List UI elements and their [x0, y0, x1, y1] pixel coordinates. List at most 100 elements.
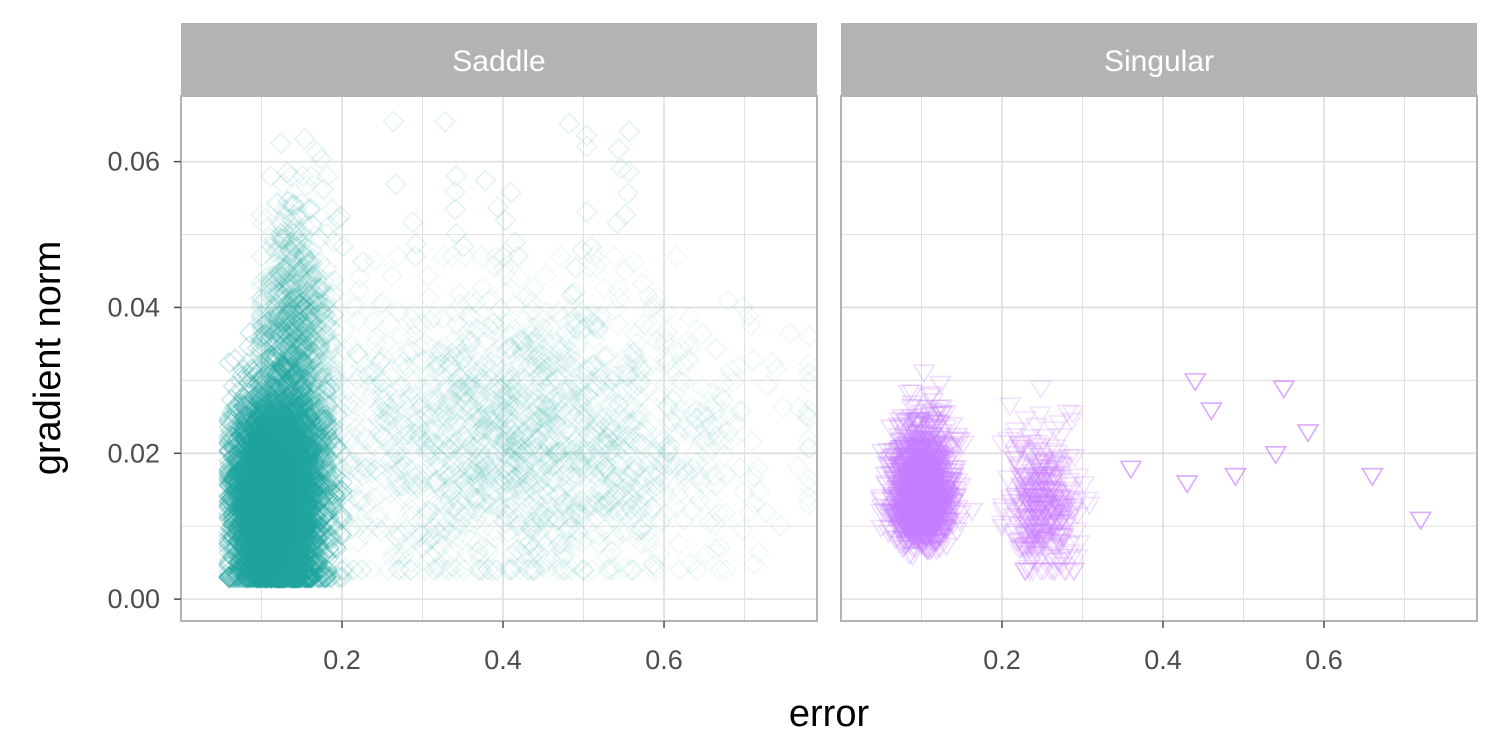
data-point [386, 461, 409, 484]
data-point [648, 428, 672, 452]
data-point [331, 441, 354, 464]
data-point [525, 326, 548, 349]
data-point [427, 556, 450, 580]
data-point [509, 402, 532, 425]
data-point [394, 446, 417, 469]
data-point [536, 483, 559, 506]
data-point [351, 455, 374, 478]
data-point [367, 507, 390, 531]
data-point [588, 532, 611, 555]
data-point [658, 399, 682, 422]
data-point [484, 417, 507, 440]
data-point [472, 457, 495, 480]
data-point [472, 415, 495, 438]
data-point [593, 452, 616, 475]
data-point [497, 361, 520, 384]
data-point [571, 439, 594, 462]
data-point [569, 301, 592, 324]
data-point [718, 404, 741, 427]
data-point [570, 402, 593, 426]
data-point [458, 373, 482, 396]
data-point [511, 327, 534, 351]
data-point [457, 368, 480, 392]
data-point [314, 410, 338, 433]
data-point [314, 496, 338, 520]
data-point [521, 434, 544, 458]
data-point [508, 327, 531, 351]
data-point [430, 535, 454, 559]
data-point [564, 310, 587, 333]
data-point [538, 482, 561, 505]
data-point [679, 395, 702, 419]
data-point [520, 416, 543, 439]
data-point [621, 487, 644, 511]
data-point [542, 353, 565, 376]
data-point [532, 462, 555, 486]
data-point [451, 452, 475, 475]
data-point [653, 480, 676, 504]
data-point [386, 245, 409, 268]
data-point [477, 404, 500, 427]
data-point [495, 471, 519, 494]
data-point [564, 442, 587, 466]
data-point [648, 386, 671, 409]
data-point [628, 402, 651, 425]
data-point [566, 426, 589, 449]
data-point [390, 446, 413, 469]
data-point [314, 469, 338, 492]
data-point [545, 413, 568, 436]
data-point [497, 390, 520, 413]
data-point [532, 478, 555, 501]
data-point [497, 337, 520, 361]
data-point [339, 517, 363, 541]
data-point [495, 431, 518, 454]
data-point [621, 413, 644, 437]
data-point [488, 497, 511, 521]
data-point [492, 245, 516, 268]
data-point [358, 374, 382, 397]
data-point [607, 313, 630, 336]
data-point [648, 464, 671, 487]
data-point [482, 403, 505, 427]
data-point [408, 391, 431, 414]
data-point [625, 518, 648, 541]
data-point [610, 437, 634, 460]
data-point [533, 547, 557, 571]
data-point [538, 547, 561, 570]
panel-saddle: Saddle [180, 23, 821, 622]
data-point [624, 322, 647, 346]
data-point [559, 422, 582, 446]
data-point [511, 460, 534, 483]
data-point [546, 558, 569, 582]
data-point [513, 391, 536, 414]
data-point [571, 394, 594, 417]
data-point [446, 412, 469, 435]
data-point [314, 472, 338, 495]
data-point [638, 529, 661, 553]
data-point [468, 406, 492, 429]
data-point [479, 465, 502, 489]
data-point [341, 558, 365, 582]
data-point [630, 496, 654, 519]
data-point [510, 501, 533, 524]
data-point [705, 424, 729, 448]
grid-saddle [181, 96, 817, 621]
data-point [511, 459, 534, 482]
data-point [536, 508, 560, 532]
data-point [531, 503, 555, 526]
data-point [658, 438, 682, 462]
data-point [502, 342, 525, 365]
data-point [477, 460, 500, 483]
data-point [481, 410, 504, 434]
data-point [533, 453, 556, 476]
data-point [476, 315, 499, 338]
data-point [438, 543, 461, 566]
data-point [649, 432, 672, 455]
data-point [459, 465, 482, 488]
data-point [535, 558, 559, 582]
data-point [601, 382, 624, 405]
data-point [625, 408, 649, 432]
data-point [562, 438, 585, 461]
data-point [469, 406, 492, 430]
data-point [536, 395, 559, 418]
